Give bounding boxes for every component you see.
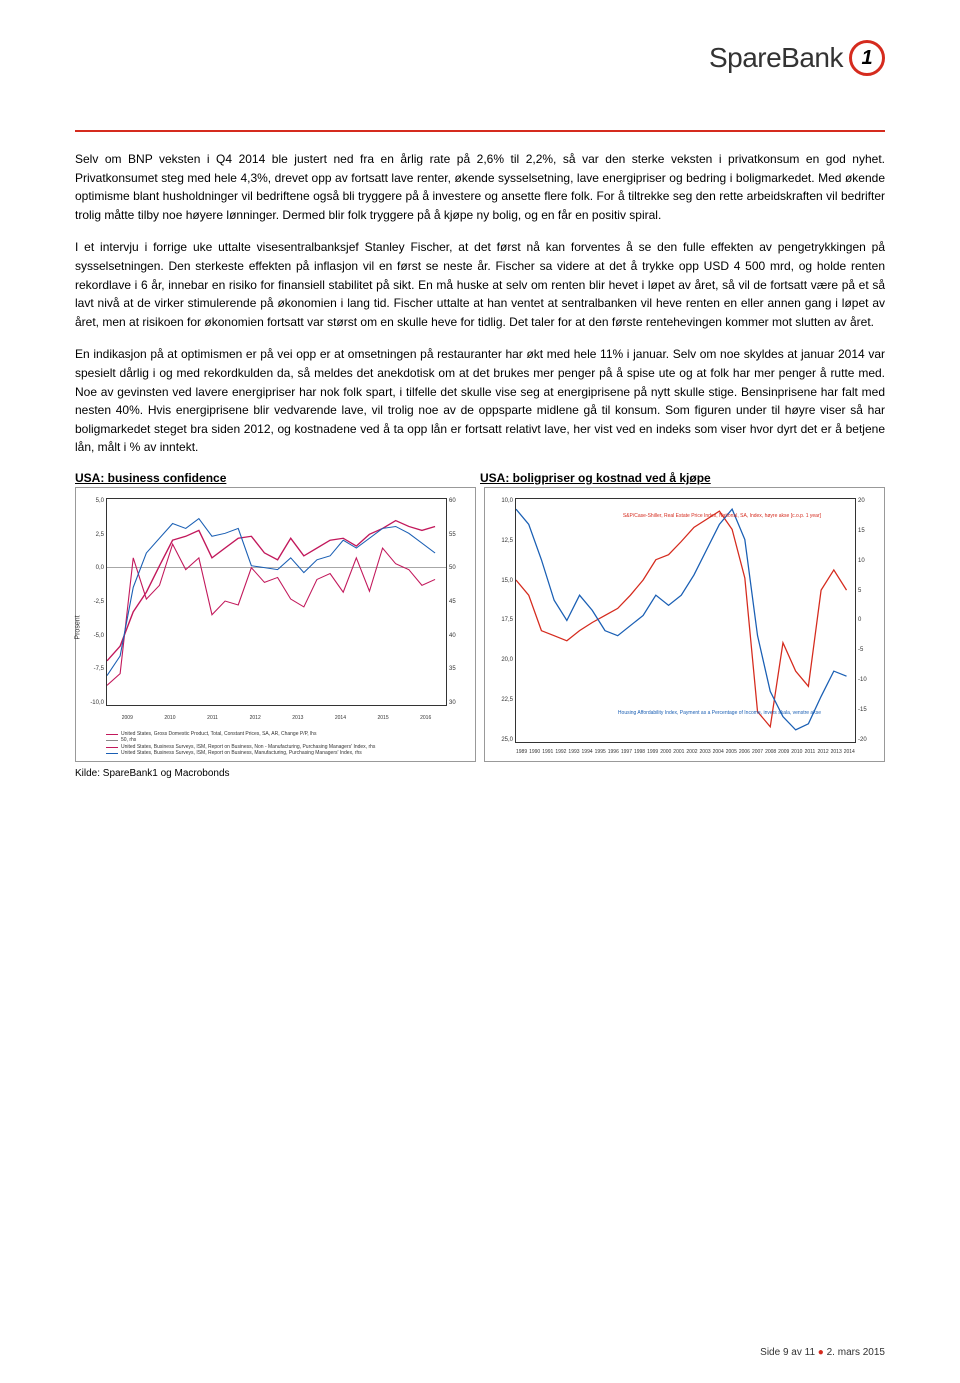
chart-left-legend: United States, Gross Domestic Product, T… bbox=[106, 731, 447, 757]
logo-mark: 1 bbox=[849, 40, 885, 76]
chart-right-yticks-left: 10,012,515,017,520,022,525,0 bbox=[497, 498, 513, 743]
chart-left-yticks-right: 60555045403530 bbox=[449, 498, 461, 706]
footer-dot-icon: ● bbox=[818, 1347, 827, 1358]
chart-right-legend-red: S&P/Case-Shiller, Real Estate Price Inde… bbox=[623, 513, 821, 519]
footer-date: 2. mars 2015 bbox=[827, 1347, 885, 1358]
logo-text: SpareBank bbox=[709, 42, 843, 74]
paragraph-2: I et intervju i forrige uke uttalte vise… bbox=[75, 238, 885, 331]
chart-right-plot: S&P/Case-Shiller, Real Estate Price Inde… bbox=[515, 498, 856, 743]
document-body: Selv om BNP veksten i Q4 2014 ble juster… bbox=[75, 150, 885, 457]
chart-titles-row: USA: business confidence USA: boligprise… bbox=[75, 471, 885, 485]
chart-left-xticks: 20092010201120122013201420152016 bbox=[106, 715, 447, 721]
chart-left-svg bbox=[107, 499, 446, 705]
brand-logo: SpareBank 1 bbox=[709, 40, 885, 76]
chart-right-xticks: 1989199019911992199319941995199619971998… bbox=[515, 749, 856, 755]
chart-left-ylabel: Prosent bbox=[75, 616, 82, 640]
chart-right: 10,012,515,017,520,022,525,0 20151050-5-… bbox=[484, 487, 885, 762]
chart-right-title: USA: boligpriser og kostnad ved å kjøpe bbox=[480, 471, 885, 485]
chart-right-svg bbox=[516, 499, 855, 742]
charts-row: Prosent 5,02,50,0-2,5-5,0-7,5-10,0 60555… bbox=[75, 487, 885, 762]
page-footer: Side 9 av 11 ● 2. mars 2015 bbox=[760, 1347, 885, 1358]
chart-left: Prosent 5,02,50,0-2,5-5,0-7,5-10,0 60555… bbox=[75, 487, 476, 762]
paragraph-3: En indikasjon på at optimismen er på vei… bbox=[75, 345, 885, 457]
chart-right-yticks-right: 20151050-5-10-15-20 bbox=[858, 498, 872, 743]
chart-left-title: USA: business confidence bbox=[75, 471, 480, 485]
chart-left-yticks-left: 5,02,50,0-2,5-5,0-7,5-10,0 bbox=[90, 498, 104, 706]
paragraph-1: Selv om BNP veksten i Q4 2014 ble juster… bbox=[75, 150, 885, 224]
header-divider bbox=[75, 130, 885, 132]
footer-page: Side 9 av 11 bbox=[760, 1347, 815, 1358]
source-line: Kilde: SpareBank1 og Macrobonds bbox=[75, 768, 885, 779]
chart-right-legend-blue: Housing Affordability Index, Payment as … bbox=[618, 710, 821, 716]
chart-left-plot bbox=[106, 498, 447, 706]
